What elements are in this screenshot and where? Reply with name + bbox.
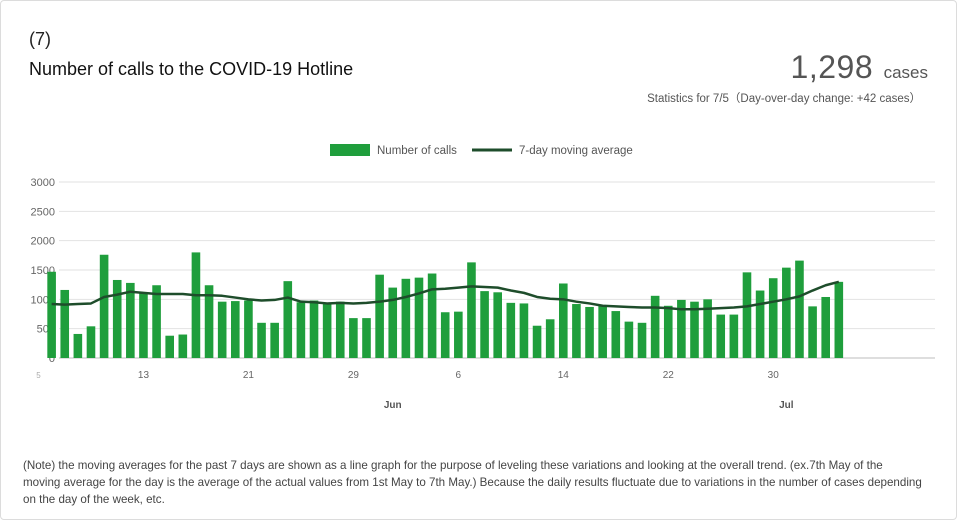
bar [283, 281, 293, 358]
bar [126, 282, 135, 358]
calls-chart: Number of calls 7-day moving average 050… [31, 144, 935, 411]
bar [414, 277, 424, 358]
y-tick-label: 0 [49, 353, 55, 365]
x-tick-label: 13 [138, 370, 150, 381]
bar [742, 272, 752, 358]
bar [663, 305, 673, 358]
headline-number: 1,298 [790, 49, 874, 85]
bar [73, 333, 83, 358]
x-axis: 5 13 21 29 6 14 22 30 Jun Jul [36, 370, 794, 411]
y-tick-label: 2500 [31, 206, 55, 218]
bar [296, 302, 306, 358]
bar [178, 334, 188, 358]
bar [559, 283, 568, 358]
bar [795, 260, 804, 358]
footnote: (Note) the moving averages for the past … [23, 459, 922, 506]
bar [165, 335, 174, 358]
bar [834, 281, 844, 358]
chart-legend: Number of calls 7-day moving average [330, 144, 633, 157]
bar [611, 311, 621, 358]
bar [729, 314, 739, 358]
bar [808, 306, 817, 358]
bar [624, 321, 634, 358]
x-tick-label: 30 [768, 370, 780, 381]
bar-series [47, 252, 844, 358]
bar [349, 318, 358, 358]
bar [782, 267, 791, 358]
x-month-label: Jul [779, 400, 794, 411]
bar [768, 278, 778, 358]
bar [545, 319, 555, 358]
y-tick-label: 3000 [31, 177, 55, 189]
bar [572, 304, 581, 358]
bar [480, 291, 489, 358]
bar [244, 300, 253, 358]
bar [755, 290, 765, 358]
bar [231, 301, 240, 358]
x-tick-label: 29 [348, 370, 360, 381]
bar [99, 254, 109, 358]
bar [60, 289, 70, 358]
moving-average-line [51, 280, 840, 311]
bar [257, 322, 266, 358]
headline-unit: cases [883, 63, 928, 82]
bar [362, 318, 371, 358]
legend-label-average[interactable]: 7-day moving average [519, 145, 633, 157]
bar [191, 252, 201, 358]
x-tick-label: 6 [456, 370, 462, 381]
x-tick-label: 14 [558, 370, 570, 381]
bar [506, 302, 516, 358]
panel-index: (7) [29, 29, 51, 49]
bar [467, 262, 476, 358]
y-tick-label: 2000 [31, 236, 55, 248]
x-tick-label: 21 [243, 370, 255, 381]
x-tick-label: 22 [663, 370, 675, 381]
bar [532, 325, 542, 358]
x-tick-label: 5 [36, 371, 41, 380]
bar [519, 303, 529, 358]
bar [388, 287, 398, 358]
bar [204, 285, 214, 358]
bar [585, 306, 594, 358]
x-month-label: Jun [384, 400, 402, 411]
bar [375, 274, 384, 358]
statistics-date: Statistics for 7/5（Day-over-day change: … [647, 93, 921, 105]
bar [637, 322, 647, 358]
bar [440, 312, 450, 358]
panel-title: Number of calls to the COVID-19 Hotline [29, 59, 354, 79]
legend-swatch-bars[interactable] [330, 144, 370, 156]
headline-value: 1,298 cases [791, 49, 928, 86]
bar [650, 295, 660, 358]
bar [335, 301, 345, 358]
bar [401, 278, 411, 358]
bar [677, 299, 686, 358]
bar [493, 292, 502, 358]
legend-label-calls[interactable]: Number of calls [377, 145, 457, 157]
bar [703, 299, 712, 358]
bar [112, 279, 122, 358]
bar [270, 322, 279, 358]
bar [139, 293, 148, 358]
bar [690, 301, 699, 358]
bar [309, 300, 319, 358]
bar [217, 301, 227, 358]
bar [821, 296, 830, 358]
bar [152, 285, 161, 358]
bar [454, 311, 463, 358]
bar [598, 305, 607, 358]
bar [86, 326, 96, 358]
bar [716, 314, 726, 358]
moving-average-series [51, 280, 840, 311]
bar [47, 271, 56, 358]
bar [322, 302, 332, 358]
bar [427, 273, 437, 358]
